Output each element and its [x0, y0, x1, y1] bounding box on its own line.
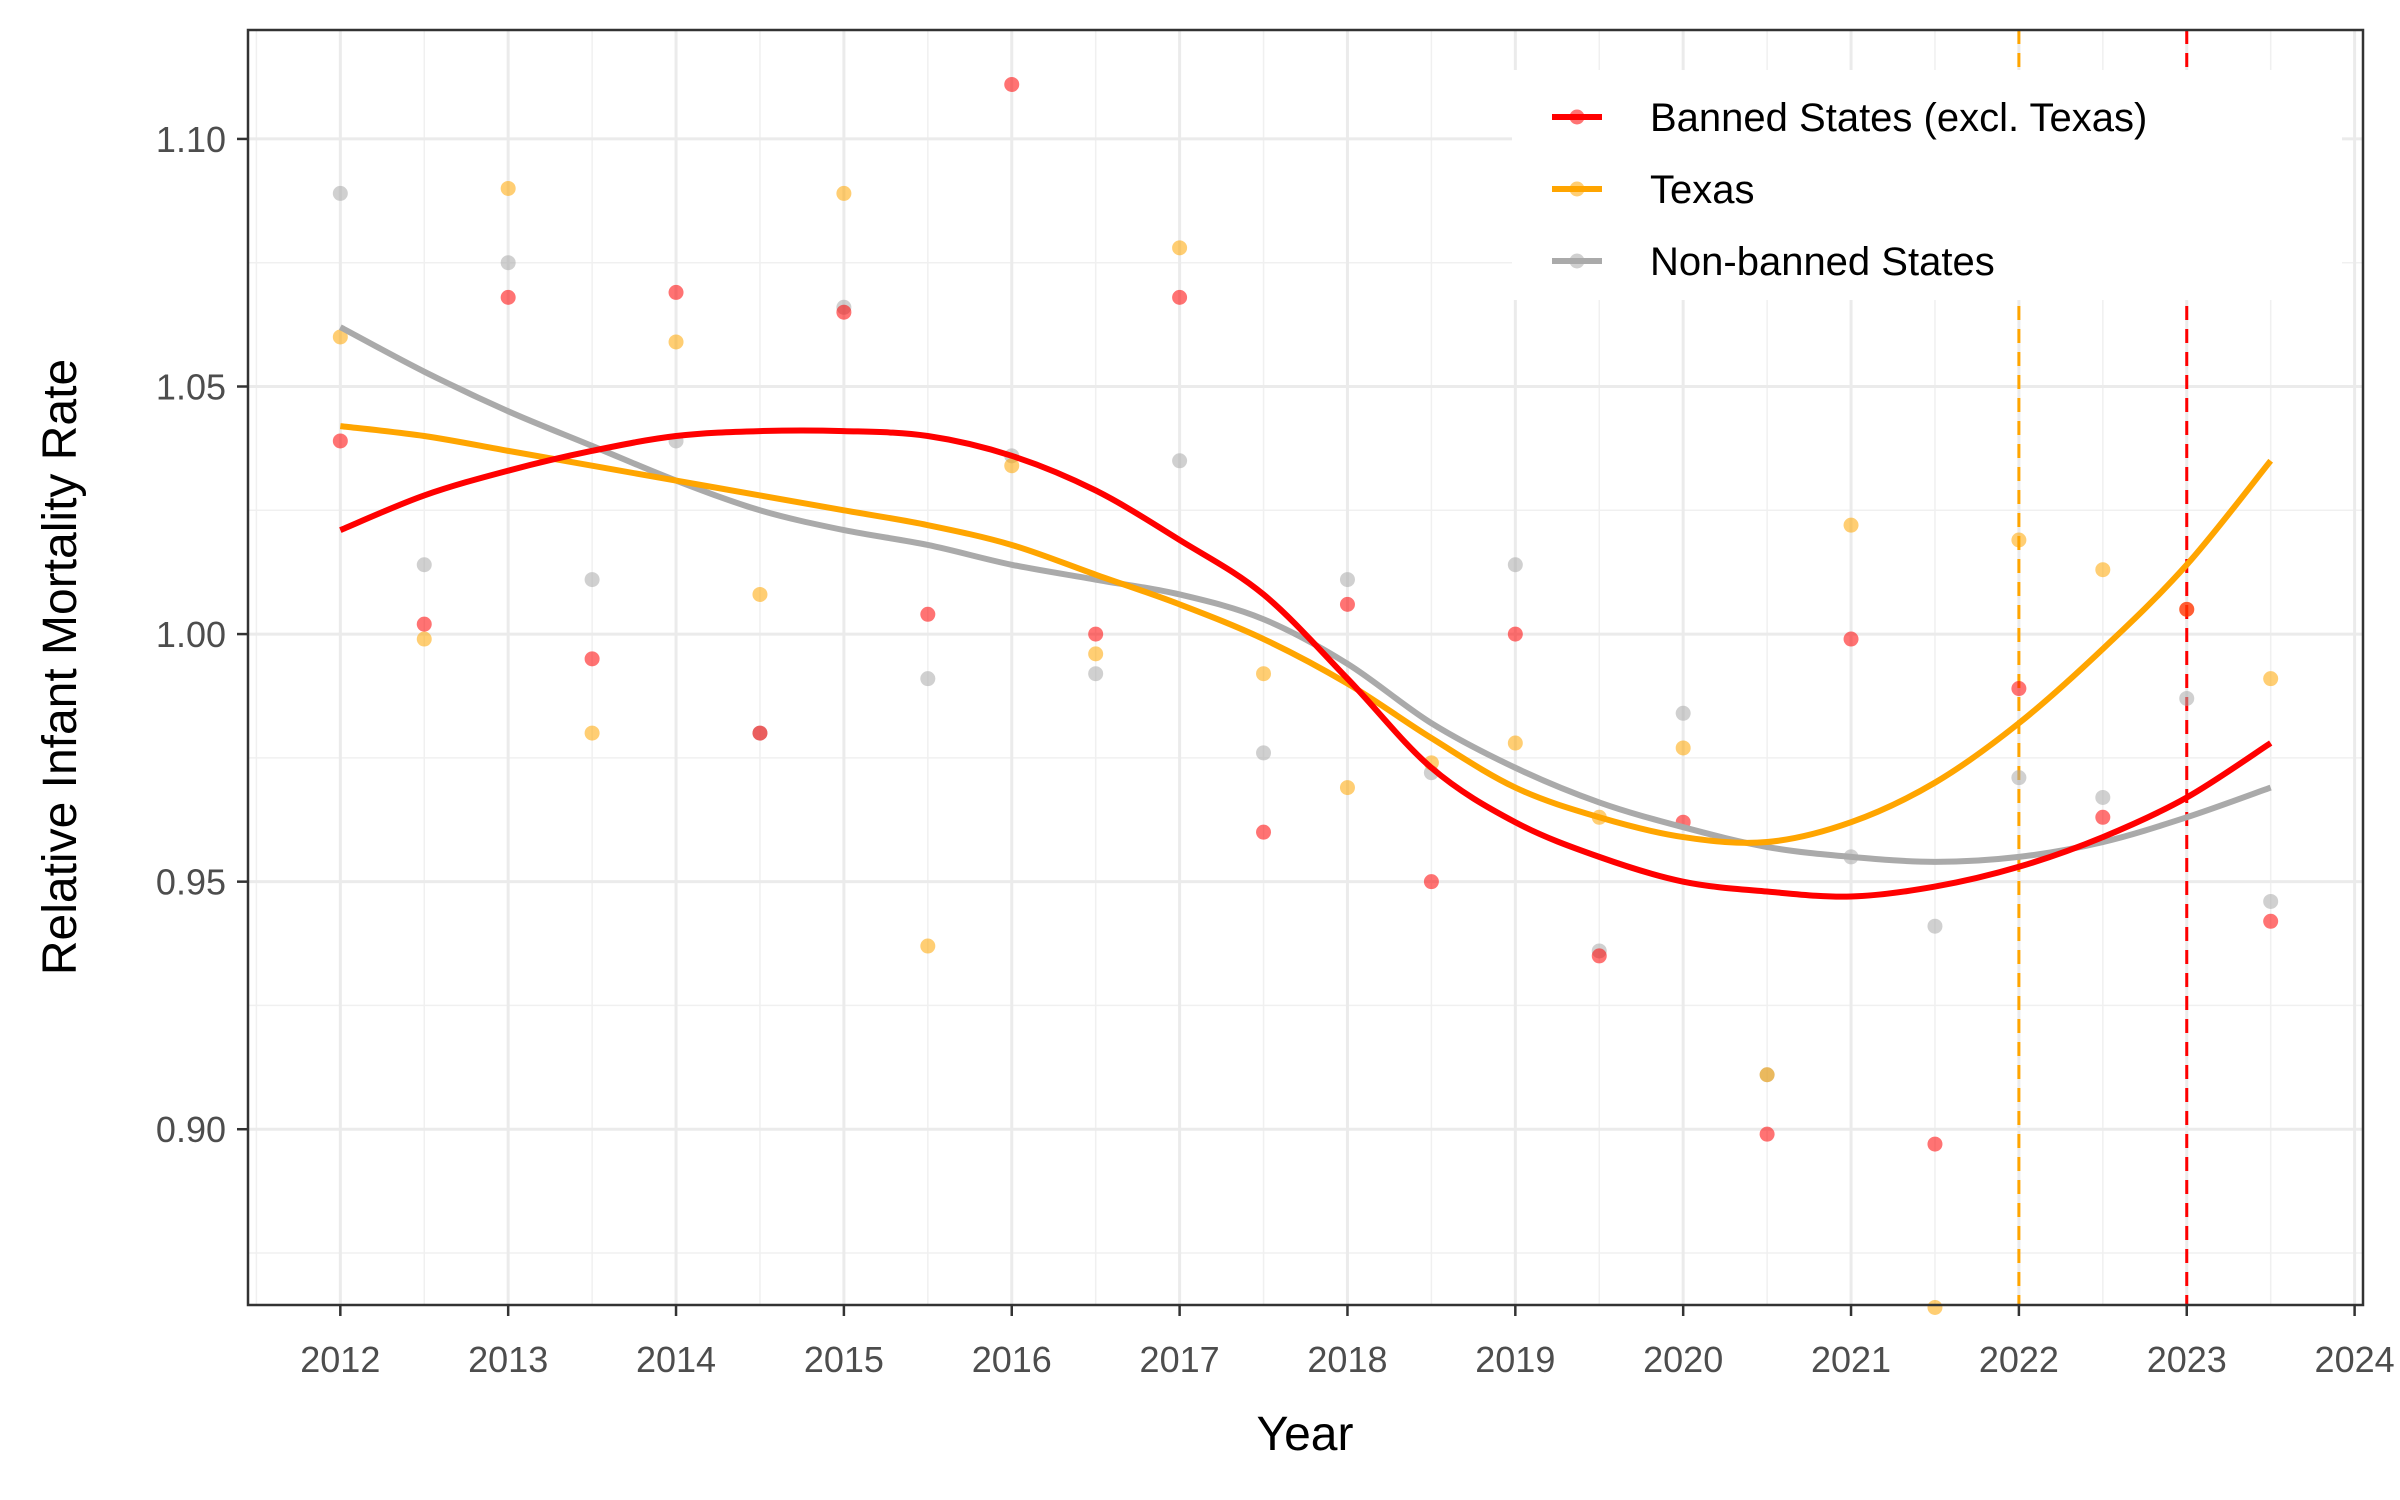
data-point	[2179, 690, 2195, 706]
legend: Banned States (excl. Texas) Texas Non-bann…	[1512, 70, 2342, 300]
data-point	[2095, 789, 2111, 805]
data-point	[920, 606, 936, 622]
legend-label: Banned States (excl. Texas)	[1650, 96, 2147, 140]
trend-lines	[338, 324, 2274, 900]
trend-line	[339, 423, 2274, 846]
data-point	[2095, 809, 2111, 825]
data-point	[752, 725, 768, 741]
y-axis-title: Relative Infant Mortality Rate	[34, 359, 87, 975]
data-point	[1256, 666, 1272, 682]
data-point	[1172, 289, 1188, 305]
data-point	[2179, 601, 2195, 617]
x-tick-label: 2023	[2147, 1339, 2227, 1380]
data-point	[1339, 596, 1355, 612]
y-axis-ticks	[237, 137, 248, 1131]
x-tick-label: 2018	[1307, 1339, 1387, 1380]
data-point	[2263, 671, 2279, 687]
y-tick-label: 0.95	[156, 862, 226, 903]
trend-line	[339, 427, 2273, 900]
x-tick-label: 2016	[972, 1339, 1052, 1380]
legend-background	[1512, 70, 2342, 300]
y-axis-tick-labels: 0.90 0.95 1.00 1.05 1.10	[156, 119, 226, 1150]
data-point	[1591, 948, 1607, 964]
x-axis-ticks	[339, 1305, 2356, 1316]
data-point	[1843, 631, 1859, 647]
data-point	[416, 616, 432, 632]
data-point	[1759, 1067, 1775, 1083]
y-tick-label: 1.05	[156, 367, 226, 408]
x-axis-title: Year	[1257, 1408, 1354, 1461]
x-axis-tick-labels: 2012 2013 2014 2015 2016 2017 2018 2019 2020 2021…	[300, 1339, 2394, 1380]
data-point	[1088, 666, 1104, 682]
data-point	[920, 938, 936, 954]
data-point	[416, 557, 432, 573]
data-point	[500, 255, 516, 271]
data-point	[1675, 705, 1691, 721]
plot-border	[246, 28, 2365, 1307]
data-point	[1423, 874, 1439, 890]
data-point	[2011, 681, 2027, 697]
data-point	[2263, 893, 2279, 909]
x-tick-label: 2019	[1475, 1339, 1555, 1380]
data-point	[416, 631, 432, 647]
data-point	[668, 284, 684, 300]
data-point	[332, 433, 348, 449]
data-point	[1927, 1299, 1943, 1315]
data-point	[332, 185, 348, 201]
data-point	[1256, 745, 1272, 761]
legend-label: Texas	[1650, 168, 1755, 212]
x-tick-label: 2024	[2315, 1339, 2395, 1380]
data-point	[2095, 562, 2111, 578]
data-point	[1927, 1136, 1943, 1152]
data-point	[1172, 240, 1188, 256]
data-point	[1339, 572, 1355, 588]
data-point	[1843, 517, 1859, 533]
x-tick-label: 2020	[1643, 1339, 1723, 1380]
data-point	[1675, 740, 1691, 756]
data-point	[1759, 1126, 1775, 1142]
data-point	[500, 289, 516, 305]
data-point	[1088, 626, 1104, 642]
x-tick-label: 2021	[1811, 1339, 1891, 1380]
data-point	[1339, 780, 1355, 796]
data-point	[584, 725, 600, 741]
legend-marker	[1569, 109, 1585, 125]
data-point	[2011, 532, 2027, 548]
y-tick-label: 1.10	[156, 119, 226, 160]
data-point	[2263, 913, 2279, 929]
data-point	[1256, 824, 1272, 840]
x-tick-label: 2012	[300, 1339, 380, 1380]
data-point	[584, 651, 600, 667]
data-point	[668, 334, 684, 350]
x-tick-label: 2017	[1140, 1339, 1220, 1380]
data-point	[1088, 646, 1104, 662]
data-point	[1507, 557, 1523, 573]
data-point	[2011, 770, 2027, 786]
data-point	[920, 671, 936, 687]
data-point	[1927, 918, 1943, 934]
data-point	[1004, 76, 1020, 92]
data-point	[752, 586, 768, 602]
data-point	[500, 180, 516, 196]
x-tick-label: 2013	[468, 1339, 548, 1380]
legend-marker	[1569, 181, 1585, 197]
x-tick-label: 2014	[636, 1339, 716, 1380]
legend-label: Non-banned States	[1650, 240, 1995, 284]
data-point	[836, 185, 852, 201]
data-point	[332, 329, 348, 345]
x-tick-label: 2015	[804, 1339, 884, 1380]
y-tick-label: 1.00	[156, 614, 226, 655]
data-point	[1172, 453, 1188, 469]
x-tick-label: 2022	[1979, 1339, 2059, 1380]
data-point	[1004, 458, 1020, 474]
data-point	[836, 304, 852, 320]
data-point	[1507, 735, 1523, 751]
y-tick-label: 0.90	[156, 1109, 226, 1150]
data-point	[584, 572, 600, 588]
legend-marker	[1569, 253, 1585, 269]
data-point	[1507, 626, 1523, 642]
